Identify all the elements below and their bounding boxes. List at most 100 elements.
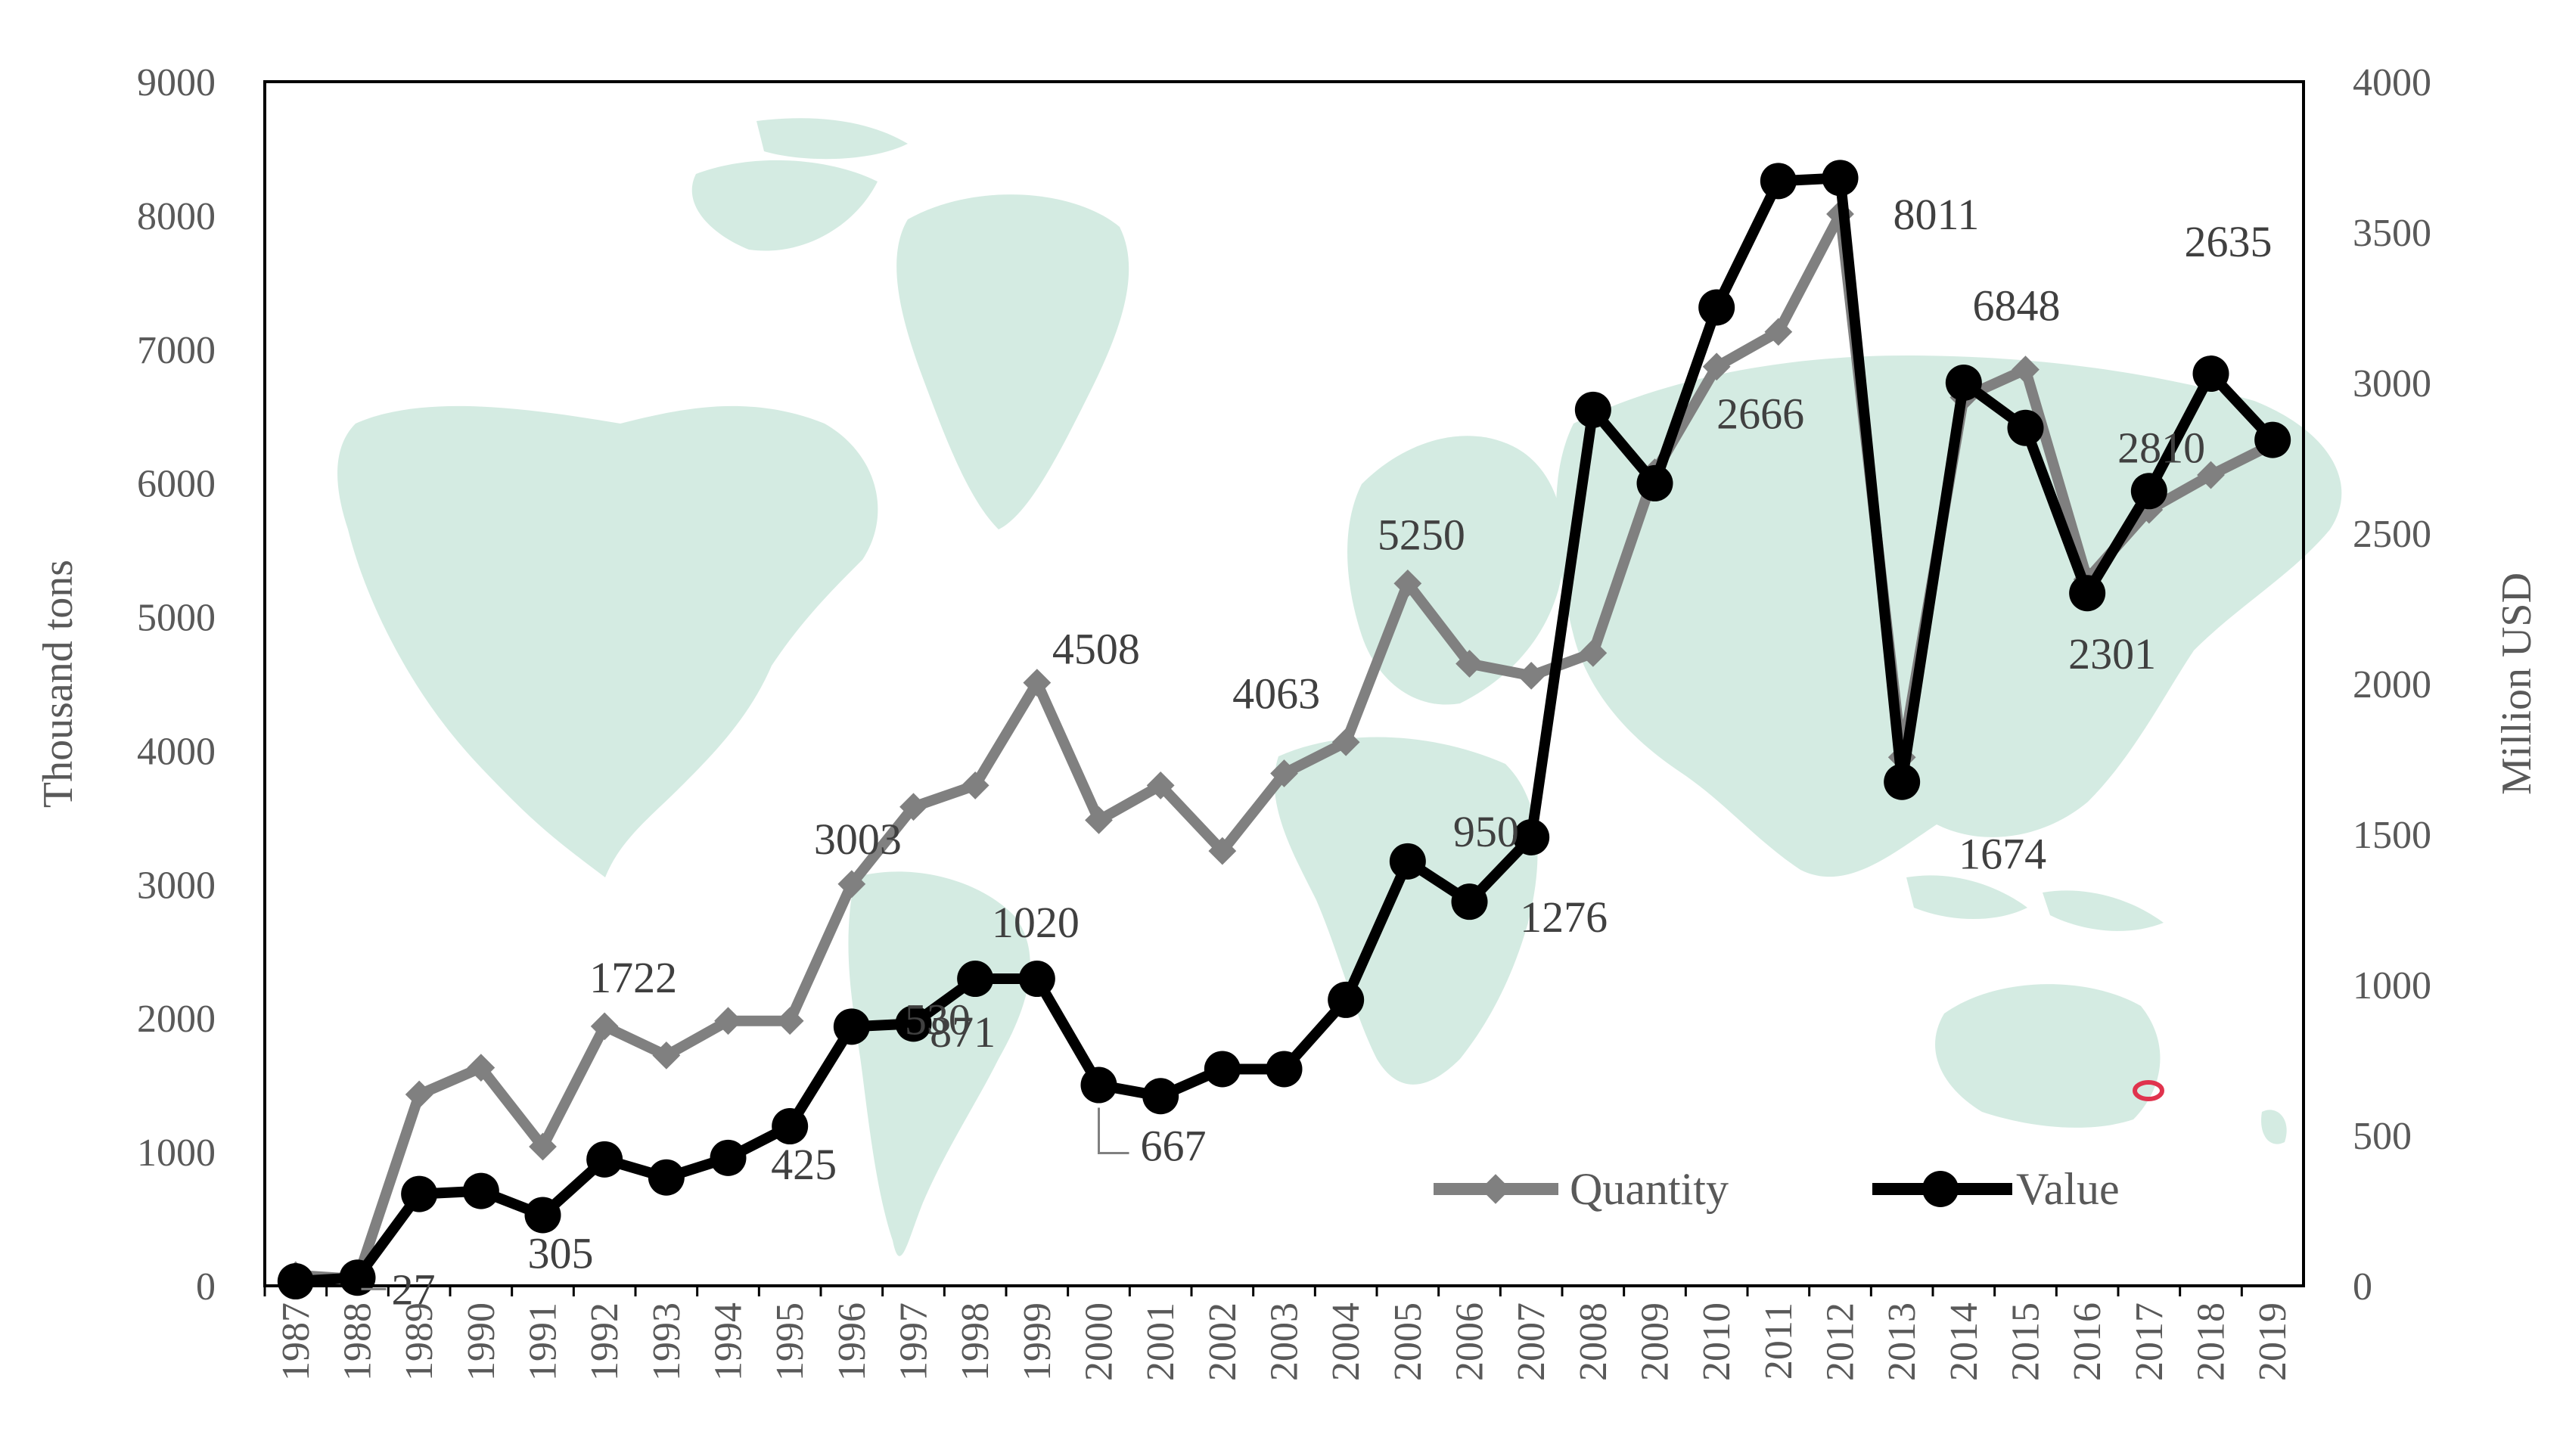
quantity-point — [1517, 662, 1546, 690]
map-red-marker — [2133, 1080, 2164, 1101]
left-tick-label: 3000 — [137, 864, 216, 907]
right-tick-label: 0 — [2353, 1265, 2372, 1309]
value-data-label: 425 — [771, 1140, 837, 1189]
x-tick-label: 2004 — [1325, 1302, 1368, 1381]
quantity-data-label: 3003 — [814, 815, 902, 864]
map-se-asia — [1906, 875, 2164, 931]
x-tick-label: 2000 — [1078, 1302, 1121, 1381]
quantity-point — [1270, 759, 1298, 787]
x-tick-label: 2009 — [1634, 1302, 1677, 1381]
x-tick-label: 1994 — [707, 1302, 750, 1381]
quantity-data-label: 8011 — [1894, 190, 1980, 239]
value-point — [2130, 473, 2167, 510]
value-point — [2192, 355, 2229, 393]
quantity-point — [1455, 650, 1483, 678]
value-point — [586, 1141, 623, 1178]
x-tick-label: 1987 — [275, 1302, 318, 1381]
quantity-point — [1085, 806, 1113, 834]
x-tick-label: 2016 — [2066, 1302, 2109, 1381]
value-point — [1760, 163, 1797, 200]
value-point — [1389, 843, 1426, 880]
value-data-label: 1276 — [1520, 893, 1608, 942]
x-tick-label: 2011 — [1757, 1302, 1800, 1380]
left-tick-label: 8000 — [137, 195, 216, 238]
map-africa — [1274, 737, 1538, 1085]
left-tick-label: 1000 — [137, 1132, 216, 1175]
value-data-label: 2635 — [2185, 217, 2273, 266]
quantity-point — [652, 1042, 681, 1069]
x-tick-label: 1997 — [893, 1302, 936, 1381]
quantity-point — [2012, 355, 2040, 384]
x-tick-label: 2007 — [1510, 1302, 1553, 1381]
legend: Quantity Value — [1434, 1164, 2120, 1214]
value-point — [1204, 1051, 1241, 1088]
x-tick-label: 2006 — [1449, 1302, 1492, 1381]
x-tick-label: 2001 — [1139, 1302, 1182, 1381]
x-tick-label: 2017 — [2128, 1302, 2171, 1381]
quantity-point — [1579, 638, 1608, 667]
value-point — [524, 1197, 561, 1234]
map-arctic-islands — [691, 118, 908, 251]
value-point — [1884, 763, 1921, 800]
quantity-point — [714, 1007, 742, 1035]
quantity-point — [899, 793, 927, 821]
x-tick-label: 1990 — [460, 1302, 503, 1381]
value-data-label: 2666 — [1716, 390, 1804, 439]
legend-value-marker — [1922, 1171, 1959, 1207]
quantity-point — [405, 1080, 433, 1109]
left-axis-ticks: 0 1000 2000 3000 4000 5000 6000 7000 8000 9000 — [137, 61, 216, 1309]
left-axis-title: Thousand tons — [35, 560, 82, 808]
value-point — [1698, 289, 1735, 326]
x-tick-label: 2015 — [2005, 1302, 2048, 1381]
right-tick-label: 500 — [2353, 1115, 2412, 1158]
right-tick-label: 3000 — [2353, 362, 2431, 405]
map-greenland — [896, 194, 1129, 529]
quantity-data-label: 4508 — [1052, 625, 1140, 674]
x-tick-label: 1991 — [522, 1302, 565, 1381]
value-point — [957, 961, 994, 998]
label-leader — [1098, 1107, 1129, 1155]
x-tick-label: 1988 — [337, 1302, 380, 1381]
x-tick-label: 2019 — [2251, 1302, 2294, 1381]
map-europe — [1347, 436, 1564, 705]
value-point — [1080, 1066, 1117, 1104]
value-point — [1574, 391, 1611, 428]
value-point — [1822, 160, 1859, 197]
value-point — [1328, 981, 1365, 1018]
left-tick-label: 2000 — [137, 998, 216, 1041]
quantity-point — [1146, 771, 1175, 799]
right-tick-label: 3500 — [2353, 212, 2431, 255]
value-point — [1945, 365, 1982, 401]
quantity-point — [2197, 461, 2225, 489]
left-tick-label: 0 — [196, 1265, 216, 1309]
right-axis-title: Million USD — [2493, 573, 2540, 795]
x-tick-label: 2010 — [1695, 1302, 1738, 1381]
value-data-label: 27 — [392, 1265, 436, 1314]
legend-quantity-label: Quantity — [1570, 1164, 1729, 1214]
quantity-point — [1702, 352, 1731, 381]
value-data-label: 667 — [1141, 1122, 1207, 1171]
value-point — [462, 1172, 499, 1209]
map-north-america — [337, 405, 878, 877]
value-data-label: 950 — [1453, 807, 1519, 856]
x-tick-label: 1993 — [645, 1302, 688, 1381]
value-point — [2069, 575, 2106, 612]
map-australia — [1935, 984, 2161, 1128]
quantity-data-label: 4063 — [1232, 669, 1320, 718]
x-tick-label: 1995 — [769, 1302, 812, 1381]
quantity-point — [1393, 569, 1422, 598]
x-tick-label: 2005 — [1387, 1302, 1430, 1381]
quantity-point — [1023, 669, 1052, 697]
plot-area-frame — [263, 80, 2305, 1287]
quantity-point — [1208, 837, 1237, 865]
x-tick-label: 2014 — [1943, 1302, 1986, 1381]
value-data-label: 2301 — [2068, 629, 2156, 678]
value-point — [833, 1008, 870, 1045]
right-tick-label: 2000 — [2353, 663, 2431, 706]
quantity-data-label: 1722 — [589, 953, 677, 1002]
value-point — [1142, 1078, 1179, 1115]
right-tick-label: 4000 — [2353, 61, 2431, 104]
value-point — [401, 1175, 438, 1212]
